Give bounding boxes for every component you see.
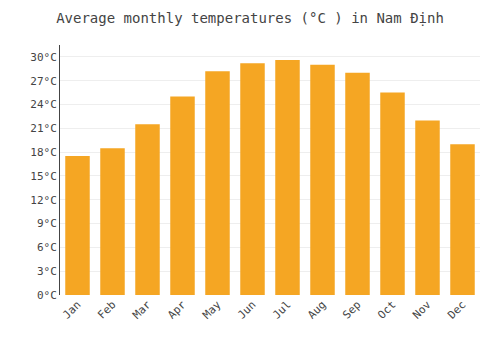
svg-text:18°C: 18°C — [30, 146, 57, 159]
svg-text:Sep: Sep — [340, 298, 363, 321]
svg-text:15°C: 15°C — [30, 170, 57, 183]
svg-text:Jun: Jun — [235, 298, 258, 321]
svg-text:24°C: 24°C — [30, 98, 57, 111]
svg-text:30°C: 30°C — [30, 51, 57, 64]
svg-text:Feb: Feb — [95, 298, 118, 321]
svg-text:Mar: Mar — [130, 298, 154, 322]
svg-text:Oct: Oct — [375, 298, 398, 321]
svg-text:12°C: 12°C — [30, 194, 57, 207]
svg-text:Dec: Dec — [445, 298, 468, 321]
svg-text:Jul: Jul — [270, 298, 293, 321]
svg-text:21°C: 21°C — [30, 122, 57, 135]
svg-text:Average monthly temperatures (: Average monthly temperatures (°C ) in Na… — [56, 10, 444, 26]
svg-text:May: May — [200, 298, 224, 322]
svg-text:Aug: Aug — [305, 298, 328, 321]
svg-text:6°C: 6°C — [37, 241, 57, 254]
svg-text:Nov: Nov — [410, 298, 434, 322]
svg-text:0°C: 0°C — [37, 289, 57, 302]
svg-text:27°C: 27°C — [30, 75, 57, 88]
svg-text:Apr: Apr — [165, 298, 189, 322]
svg-text:Jan: Jan — [60, 298, 83, 321]
svg-text:9°C: 9°C — [37, 217, 57, 230]
svg-text:3°C: 3°C — [37, 265, 57, 278]
